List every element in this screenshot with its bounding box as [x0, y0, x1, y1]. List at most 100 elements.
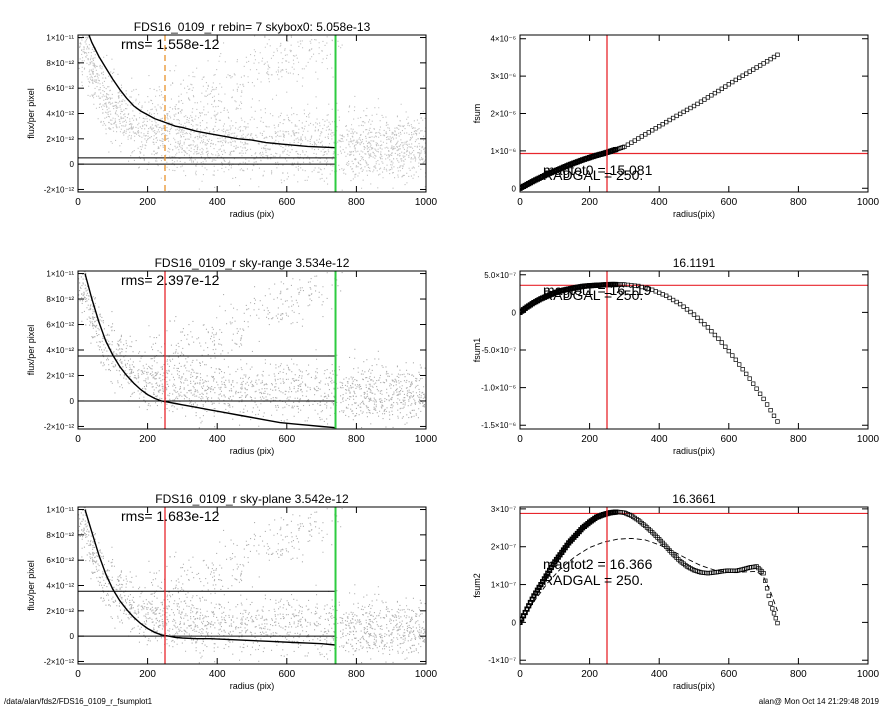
y-tick-label: 5.0×10⁻⁷ [484, 271, 516, 280]
y-tick-label: -1.0×10⁻⁶ [481, 384, 516, 393]
y-axis-label: fsum [472, 104, 482, 124]
x-tick-label: 600 [278, 434, 295, 445]
x-tick-label: 1000 [857, 197, 880, 208]
y-tick-label: 8×10⁻¹² [46, 59, 74, 68]
y-tick-label: -5.0×10⁻⁷ [482, 346, 517, 355]
y-tick-label: 2×10⁻¹² [46, 607, 74, 616]
y-tick-label: 8×10⁻¹² [46, 531, 74, 540]
data-point [625, 142, 631, 147]
data-point [660, 292, 665, 297]
x-tick-label: 400 [209, 434, 226, 445]
y-tick-label: 0 [512, 618, 517, 627]
footer-path: /data/alan/fds2/FDS16_0109_r_fsumplot1 [4, 697, 153, 706]
plot-area [78, 35, 426, 192]
y-axis-label: fsum1 [472, 338, 482, 363]
y-axis-label: flux/per pixel [26, 560, 36, 611]
data-point [775, 419, 780, 424]
y-tick-label: 1×10⁻⁶ [490, 147, 516, 156]
x-tick-label: 800 [790, 197, 807, 208]
data-point [775, 620, 780, 626]
x-axis-label: radius (pix) [230, 209, 275, 219]
y-tick-label: -1.5×10⁻⁶ [481, 421, 516, 430]
x-tick-label: 0 [517, 197, 523, 208]
data-point [691, 312, 697, 317]
data-point [674, 299, 679, 305]
magtot-annotation: magtot0 = 15.081 [543, 162, 653, 178]
x-axis-label: radius(pix) [673, 446, 715, 456]
x-tick-label: 1000 [415, 669, 438, 680]
data-point [705, 325, 711, 330]
data-point [764, 59, 770, 64]
data-point [698, 318, 704, 324]
chart-title: FDS16_0109_r sky-plane 3.542e-12 [155, 492, 349, 506]
x-axis-label: radius (pix) [230, 681, 275, 691]
plot-area [520, 507, 868, 664]
plot-area [520, 35, 868, 192]
panel-4: 0 200 400 600 800 1000 0 1×10⁻⁶ 2×10⁻⁶ 3×10⁻⁶ 4×10… [472, 34, 880, 219]
series-squares-1 [520, 52, 780, 191]
y-tick-label: 2×10⁻¹² [46, 135, 74, 144]
data-point [657, 124, 662, 129]
data-point [653, 289, 658, 294]
data-point [761, 571, 766, 576]
series-line-2 [520, 537, 778, 623]
data-point [723, 84, 728, 89]
data-point [688, 309, 693, 315]
chart-title: 16.3661 [672, 492, 716, 506]
x-tick-label: 1000 [415, 434, 438, 445]
data-point [744, 71, 749, 76]
plot-frame [519, 506, 869, 665]
x-tick-label: 800 [348, 197, 365, 208]
data-point [702, 322, 707, 327]
data-point [702, 97, 707, 102]
data-point [740, 367, 745, 372]
data-point [754, 386, 759, 391]
data-point [677, 301, 683, 307]
plot-area [520, 271, 868, 429]
y-tick-label: -2×10⁻¹² [44, 657, 75, 666]
y-tick-label: 6×10⁻¹² [46, 556, 74, 565]
x-tick-label: 0 [517, 669, 523, 680]
data-point [677, 111, 683, 117]
series-squares-1 [520, 281, 780, 424]
x-tick-label: 1000 [415, 197, 438, 208]
data-point [771, 54, 777, 60]
data-point [716, 88, 721, 94]
y-tick-label: 2×10⁻¹² [46, 371, 74, 380]
y-axis-label: flux/per pixel [26, 88, 36, 139]
data-point [726, 82, 731, 87]
y-axis-label: fsum2 [472, 573, 482, 598]
y-tick-label: 4×10⁻¹² [46, 582, 74, 591]
x-tick-label: 0 [517, 434, 523, 445]
data-point [670, 115, 676, 121]
x-tick-label: 800 [348, 434, 365, 445]
x-tick-label: 800 [348, 669, 365, 680]
x-tick-label: 600 [720, 434, 737, 445]
scatter-cloud [78, 507, 426, 664]
data-point [691, 103, 697, 109]
data-point [761, 61, 766, 66]
x-tick-label: 0 [75, 669, 81, 680]
data-point [709, 93, 714, 98]
series-line-1 [84, 509, 336, 646]
chart-title: 16.1191 [673, 256, 716, 270]
data-point [670, 297, 676, 303]
radgal-annotation: RADGAL = 250. [543, 167, 643, 183]
x-tick-label: 800 [790, 434, 807, 445]
data-point [636, 136, 641, 141]
x-tick-label: 400 [209, 197, 226, 208]
data-point [757, 391, 763, 396]
x-tick-label: 400 [651, 434, 668, 445]
series-line-1 [88, 35, 336, 149]
x-tick-label: 200 [139, 434, 156, 445]
scatter-points [78, 271, 426, 429]
panel-2: 0 200 400 600 800 1000-2×10⁻¹²02×10⁻¹²4×10⁻¹²… [26, 256, 438, 456]
y-tick-label: -2×10⁻¹² [44, 185, 75, 194]
data-point [660, 122, 665, 127]
magtot-annotation: magtot1 = 16.119 [543, 282, 652, 298]
data-point [712, 90, 718, 96]
data-point [639, 134, 644, 139]
panel-3: 0 200 400 600 800 1000-2×10⁻¹²02×10⁻¹²4×10⁻¹²… [26, 492, 438, 691]
x-tick-label: 200 [581, 434, 598, 445]
